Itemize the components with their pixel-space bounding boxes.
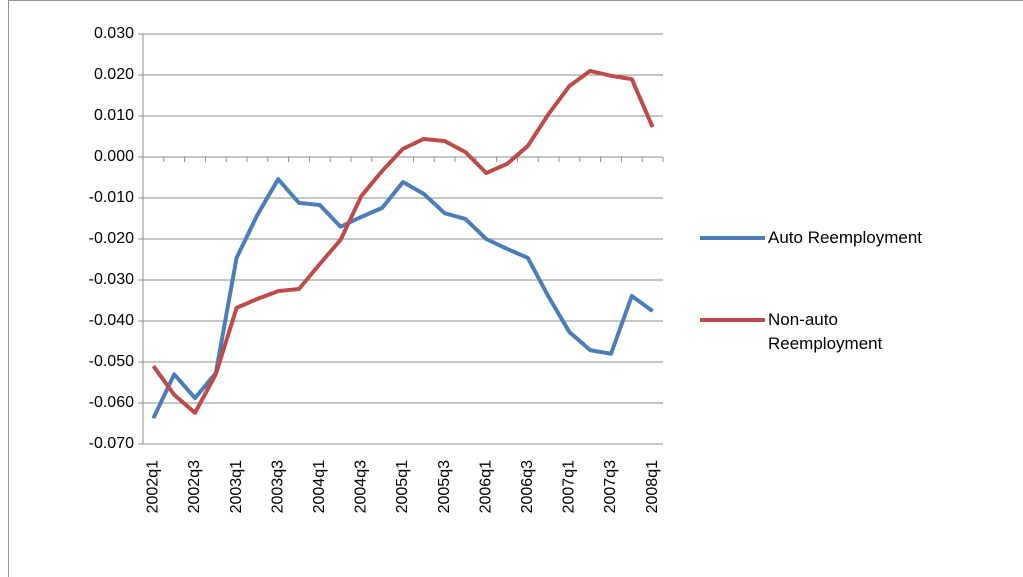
x-tick-label: 2004q1 — [311, 460, 328, 513]
x-tick-label: 2002q1 — [145, 460, 162, 513]
y-tick-label: -0.040 — [89, 312, 134, 329]
y-tick-label: 0.020 — [94, 66, 134, 83]
x-tick-label: 2005q3 — [436, 460, 453, 513]
x-tick-label: 2007q3 — [602, 460, 619, 513]
legend-label: Non-auto Reemployment — [768, 310, 883, 353]
y-tick-label: 0.030 — [94, 25, 134, 42]
x-tick-label: 2006q1 — [477, 460, 494, 513]
x-tick-label: 2008q1 — [644, 460, 661, 513]
y-tick-label: -0.030 — [89, 271, 134, 288]
x-tick-label: 2007q1 — [561, 460, 578, 513]
y-tick-label: -0.060 — [89, 394, 134, 411]
x-tick-label: 2002q3 — [186, 460, 203, 513]
x-tick-label: 2004q3 — [353, 460, 370, 513]
x-tick-label: 2003q1 — [228, 460, 245, 513]
legend-label: Auto Reemployment — [768, 228, 923, 247]
y-tick-label: -0.050 — [89, 353, 134, 370]
y-tick-label: -0.020 — [89, 230, 134, 247]
y-tick-label: 0.000 — [94, 148, 134, 165]
y-tick-label: 0.010 — [94, 107, 134, 124]
series-line — [151, 177, 654, 420]
y-tick-label: -0.010 — [89, 189, 134, 206]
x-tick-label: 2006q3 — [519, 460, 536, 513]
y-tick-label: -0.070 — [89, 435, 134, 452]
x-tick-label: 2005q1 — [394, 460, 411, 513]
series-line — [151, 68, 655, 415]
chart-border — [8, 0, 1023, 577]
x-tick-label: 2003q3 — [269, 460, 286, 513]
